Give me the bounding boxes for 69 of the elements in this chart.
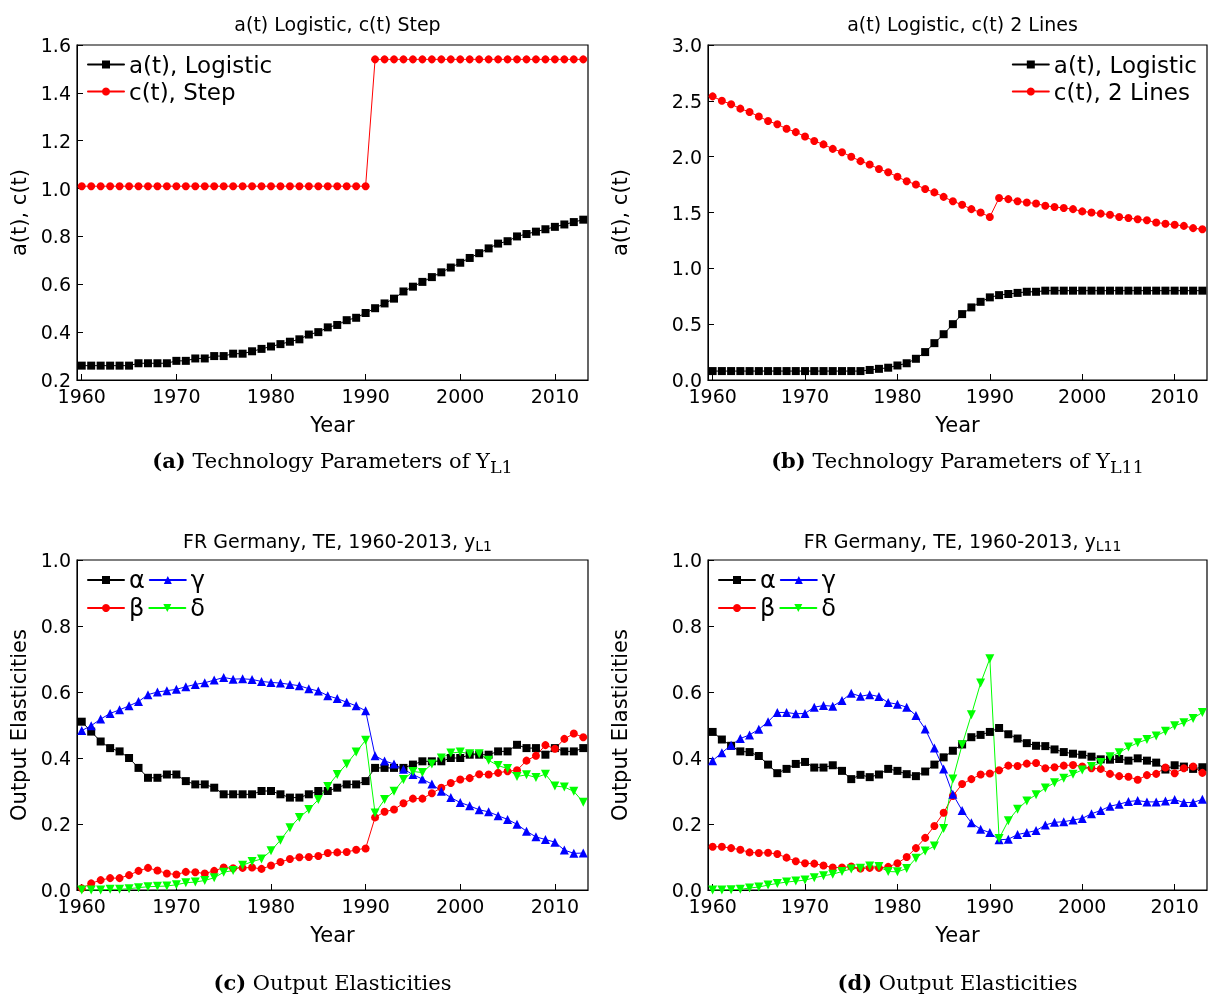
y-axis-title: Output Elasticities <box>607 629 632 821</box>
text: (c) Output Elasticities <box>213 970 452 995</box>
x-tick-label: 1980 <box>246 894 296 917</box>
text: (d) Output Elasticities <box>837 970 1078 995</box>
y-tick-label: 1.4 <box>40 81 71 104</box>
legend-label: γ <box>821 566 837 594</box>
y-axis-title: a(t), c(t) <box>7 168 32 257</box>
y-tick-label: 1.2 <box>40 129 71 152</box>
y-tick-label: 1.6 <box>40 34 71 56</box>
x-axis-title: Year <box>309 922 356 947</box>
legend-label: c(t), Step <box>129 78 236 105</box>
y-tick-label: 0.8 <box>40 225 71 248</box>
y-tick-label: 0.2 <box>671 813 702 835</box>
y-tick-label: 0.2 <box>40 813 71 835</box>
y-tick-label: 3.0 <box>671 34 702 56</box>
x-tick-label: 1980 <box>246 384 296 407</box>
x-axis-title: Year <box>934 412 981 437</box>
x-tick-label: 1970 <box>152 894 201 917</box>
text: (b) Technology Parameters of Y$_{L11}$ <box>771 448 1144 478</box>
x-axis-title: Year <box>934 922 981 947</box>
x-tick-label: 1980 <box>873 894 922 917</box>
x-tick-label: 1990 <box>965 894 1015 917</box>
y-tick-label: 1.0 <box>671 257 702 280</box>
x-tick-label: 2000 <box>436 894 485 917</box>
y-tick-label: 2.5 <box>671 89 702 112</box>
legend-label: δ <box>821 594 836 622</box>
y-tick-label: 2.0 <box>671 145 702 168</box>
x-tick-label: 2000 <box>436 384 485 407</box>
y-tick-label: 0.6 <box>671 681 702 703</box>
legend-label: β <box>760 594 776 622</box>
x-tick-label: 2010 <box>530 384 580 407</box>
x-tick-label: 1990 <box>965 384 1015 407</box>
x-tick-label: 1980 <box>873 384 922 407</box>
y-tick-label: 1.0 <box>671 549 702 571</box>
y-axis-title: Output Elasticities <box>7 629 32 821</box>
y-tick-label: 0.6 <box>40 273 71 296</box>
x-tick-label: 2010 <box>1150 894 1199 917</box>
y-tick-label: 0.4 <box>40 747 71 769</box>
y-tick-label: 0.6 <box>40 681 71 703</box>
legend-label: γ <box>190 566 206 594</box>
text: (a) Technology Parameters of Y$_{L1}$ <box>152 448 513 478</box>
x-tick-label: 1970 <box>152 384 201 407</box>
x-tick-label: 1990 <box>341 384 390 407</box>
x-tick-label: 1970 <box>780 384 830 407</box>
y-tick-label: 0.8 <box>671 615 702 637</box>
x-tick-label: 2000 <box>1058 384 1107 407</box>
chart-title: a(t) Logistic, c(t) 2 Lines <box>847 12 1078 35</box>
y-tick-label: 1.5 <box>671 201 702 224</box>
x-tick-label: 1970 <box>780 894 830 917</box>
y-tick-label: 0.5 <box>671 313 702 336</box>
x-axis-title: Year <box>309 412 356 437</box>
x-tick-label: 2010 <box>1150 384 1199 407</box>
legend-label: α <box>760 566 776 594</box>
y-tick-label: 1.0 <box>40 549 71 571</box>
y-tick-label: 0.8 <box>40 615 71 637</box>
legend-label: a(t), Logistic <box>129 51 273 78</box>
legend-label: α <box>129 566 145 594</box>
legend-label: c(t), 2 Lines <box>1053 78 1190 105</box>
x-tick-label: 2010 <box>530 894 580 917</box>
y-tick-label: 0.4 <box>40 321 71 344</box>
y-axis-title: a(t), c(t) <box>607 168 632 257</box>
x-tick-label: 2000 <box>1058 894 1107 917</box>
legend-label: a(t), Logistic <box>1053 51 1198 78</box>
x-tick-label: 1990 <box>341 894 390 917</box>
legend-label: β <box>129 594 145 622</box>
legend-label: δ <box>190 594 205 622</box>
chart-title: a(t) Logistic, c(t) Step <box>234 12 441 35</box>
y-tick-label: 1.0 <box>40 177 71 200</box>
y-tick-label: 0.4 <box>671 747 702 769</box>
